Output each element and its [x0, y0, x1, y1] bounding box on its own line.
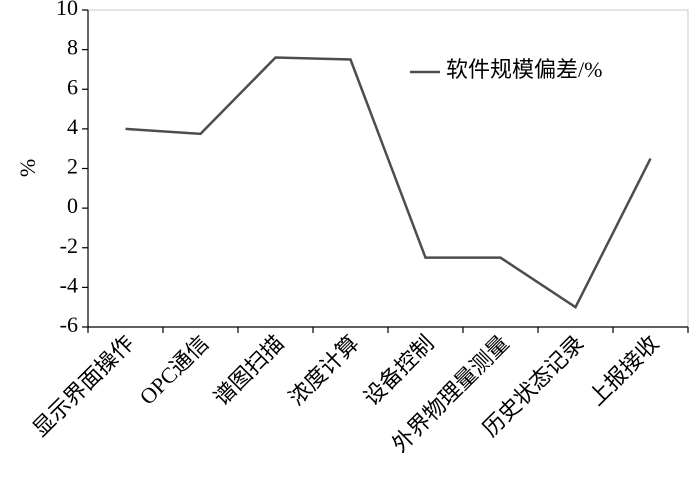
legend-label: 软件规模偏差/%	[446, 57, 602, 82]
y-tick-label: 0	[67, 193, 78, 218]
x-tick-label: 显示界面操作	[28, 330, 139, 441]
y-tick-label: 10	[56, 0, 78, 20]
y-tick-label: 8	[67, 35, 78, 60]
y-tick-label: 6	[67, 74, 78, 99]
x-tick-label: 浓度计算	[284, 330, 364, 410]
y-tick-label: -6	[60, 312, 78, 337]
y-tick-label: -4	[60, 272, 78, 297]
y-axis-label: %	[15, 159, 40, 177]
y-tick-label: -2	[60, 233, 78, 258]
x-tick-label: OPC通信	[135, 330, 214, 409]
x-tick-label: 谱图扫描	[209, 330, 289, 410]
x-tick-label: 上报接收	[584, 330, 664, 410]
data-line	[125, 56, 652, 310]
y-tick-label: 4	[67, 114, 78, 139]
y-tick-label: 2	[67, 154, 78, 179]
